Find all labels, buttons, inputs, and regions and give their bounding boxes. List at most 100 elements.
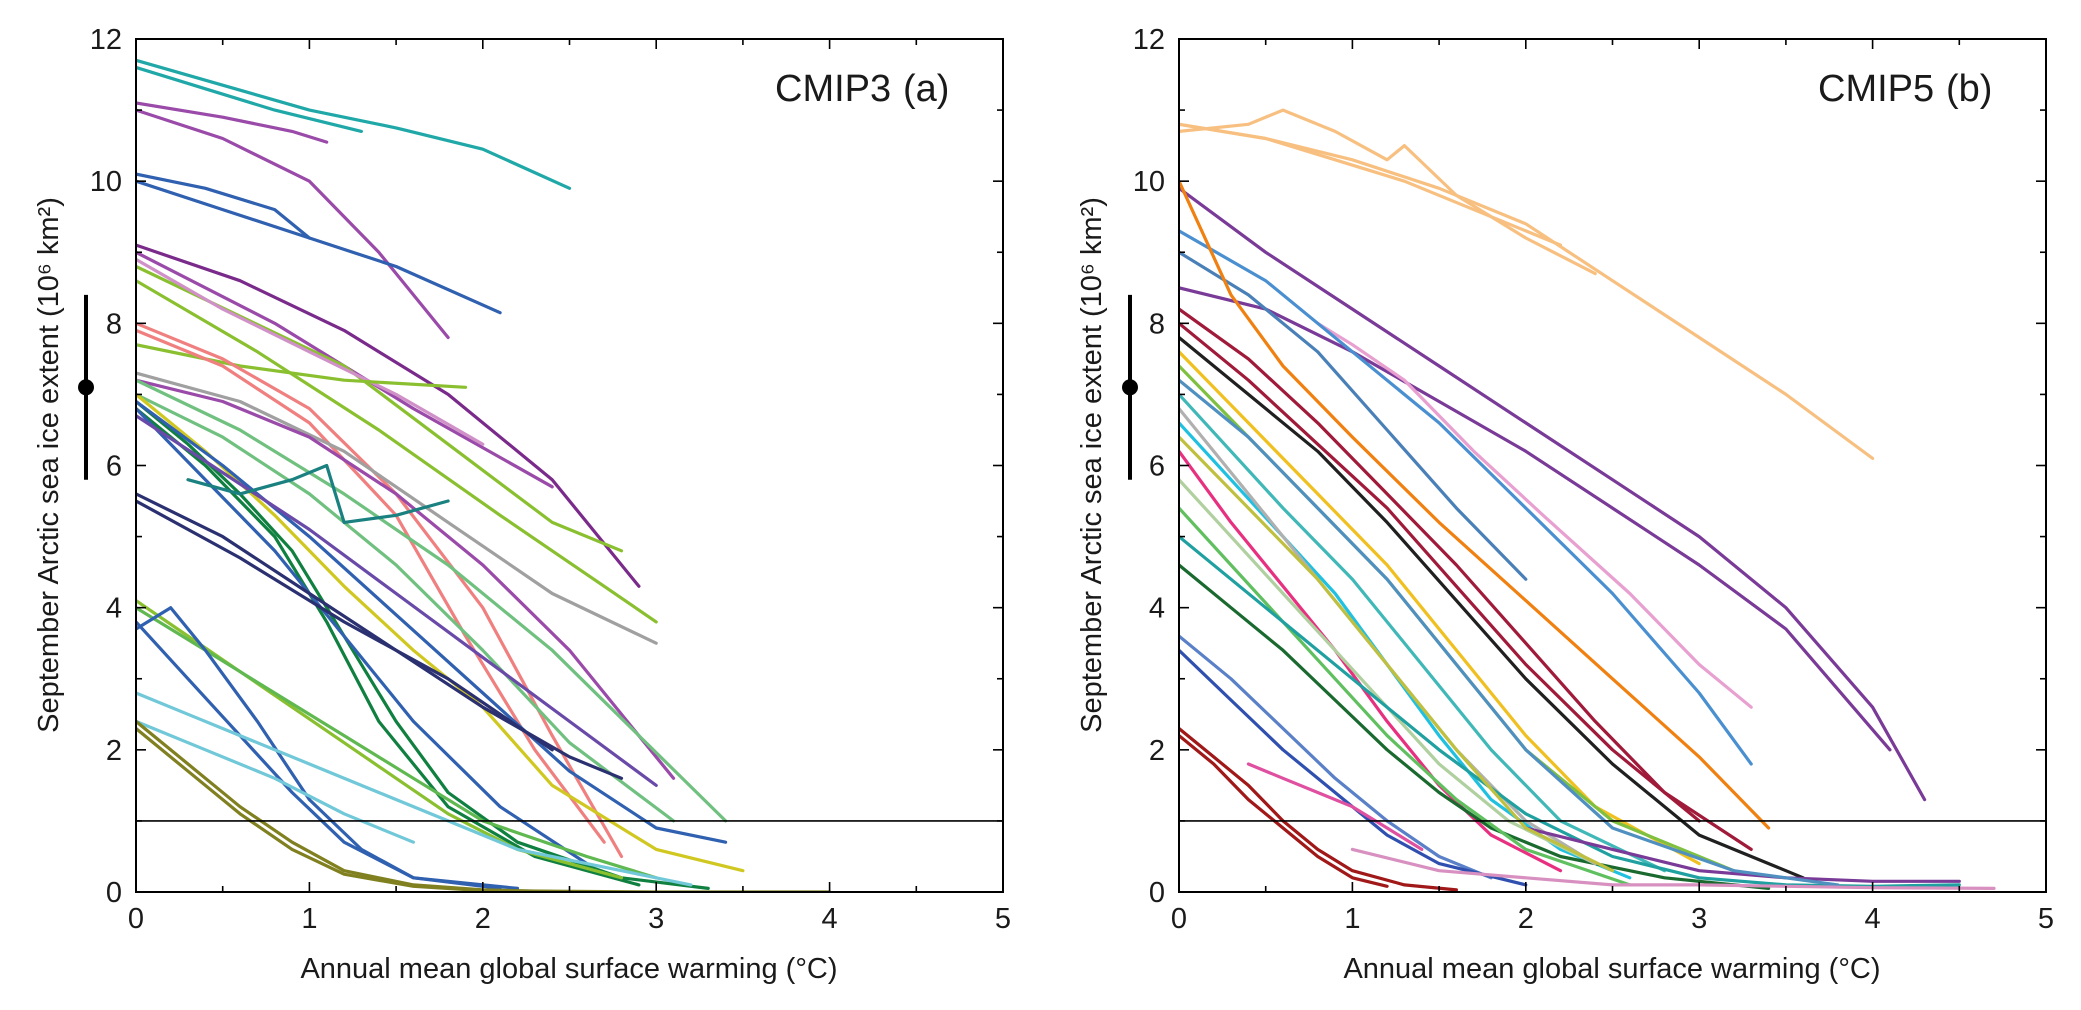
y-tick-label: 0	[1149, 877, 1165, 909]
series-line-26	[1179, 407, 1597, 866]
y-tick-label: 8	[106, 308, 122, 340]
panel-b-y-axis-title-main: September Arctic sea ice extent (10⁶ km²…	[1076, 197, 1108, 733]
panel-a-observed-range	[78, 294, 94, 480]
y-tick-label: 6	[106, 451, 122, 483]
y-tick-label: 10	[1133, 166, 1165, 198]
series-line-9	[1179, 179, 1771, 830]
series-line-32	[136, 691, 693, 887]
observed-mean-dot	[78, 379, 94, 396]
series-line-7	[1179, 229, 1753, 766]
series-line-16	[136, 378, 676, 780]
panel-b-y-axis-title: September Arctic sea ice extent (10⁶ km²…	[1076, 197, 1108, 733]
series-line-24	[1179, 726, 1459, 892]
series-line-17	[136, 378, 728, 823]
y-tick-label: 2	[1149, 735, 1165, 767]
series-line-19	[1179, 506, 1632, 887]
series-line-29	[1179, 378, 1840, 887]
series-line-23	[1246, 762, 1424, 852]
x-tick-label: 3	[1691, 903, 1707, 935]
series-line-3	[1179, 122, 1563, 247]
panel-b-series	[1179, 108, 1996, 892]
series-line-27	[1179, 534, 1961, 888]
y-tick-label: 12	[1133, 24, 1165, 56]
series-line-6	[136, 179, 502, 315]
series-line-30	[1179, 435, 1615, 873]
series-line-20	[136, 399, 710, 891]
panel-b-model-label: CMIP5	[1818, 68, 1934, 110]
series-line-25	[1179, 733, 1389, 888]
series-line-23	[136, 407, 589, 866]
x-tick-label: 5	[2038, 903, 2054, 935]
series-line-30	[136, 606, 520, 891]
series-line-11	[1179, 321, 1701, 823]
y-tick-label: 4	[1149, 593, 1165, 625]
panel-a-model-label: CMIP3	[775, 68, 891, 110]
x-tick-label: 4	[1865, 903, 1881, 935]
y-tick-label: 6	[1149, 451, 1165, 483]
series-line-12	[136, 343, 468, 389]
panel-a-letter-label: (a)	[903, 68, 949, 110]
panel-b-x-axis-title: Annual mean global surface warming (°C)	[1343, 953, 1880, 985]
x-tick-label: 2	[1518, 903, 1534, 935]
series-line-5	[1179, 286, 1892, 752]
series-line-19	[136, 392, 745, 873]
panel-a-y-axis-title-main: September Arctic sea ice extent (10⁶ km²…	[33, 197, 65, 733]
series-line-5	[136, 172, 311, 240]
x-tick-label: 0	[128, 903, 144, 935]
panel-b-observed-range	[1122, 294, 1138, 480]
y-tick-label: 4	[106, 593, 122, 625]
observed-mean-dot	[1122, 379, 1138, 396]
series-line-31	[1350, 847, 1996, 891]
series-line-12	[1179, 335, 1805, 880]
series-line-28	[1524, 826, 1961, 883]
series-line-6	[1316, 321, 1753, 709]
x-tick-label: 3	[648, 903, 664, 935]
series-line-25	[186, 463, 450, 525]
series-line-22	[136, 399, 728, 844]
series-line-21	[1179, 634, 1493, 880]
series-line-33	[136, 719, 415, 844]
series-line-18	[136, 392, 676, 823]
y-tick-label: 8	[1149, 308, 1165, 340]
series-line-1	[1179, 122, 1875, 460]
series-line-1	[136, 58, 572, 190]
series-line-31	[136, 620, 502, 891]
series-line-10	[1179, 307, 1753, 852]
series-line-2	[1179, 108, 1597, 276]
x-tick-label: 5	[995, 903, 1011, 935]
series-line-13	[1179, 350, 1701, 866]
x-tick-label: 2	[475, 903, 491, 935]
series-line-24	[136, 414, 658, 788]
series-line-27	[136, 499, 554, 752]
series-line-2	[136, 65, 363, 133]
x-tick-label: 4	[822, 903, 838, 935]
y-tick-label: 2	[106, 735, 122, 767]
y-tick-label: 10	[90, 166, 122, 198]
x-tick-label: 1	[301, 903, 317, 935]
series-line-10	[136, 257, 485, 446]
series-line-9	[136, 264, 624, 553]
series-line-26	[136, 492, 624, 780]
series-line-8	[1179, 250, 1528, 581]
series-line-18	[1179, 563, 1771, 891]
series-line-3	[136, 101, 329, 144]
y-tick-label: 12	[90, 24, 122, 56]
series-line-7	[136, 243, 641, 588]
x-tick-label: 1	[1344, 903, 1360, 935]
panel-a-x-axis-title: Annual mean global surface warming (°C)	[300, 953, 837, 985]
series-line-4	[1179, 186, 1927, 802]
series-line-11	[136, 279, 658, 624]
series-line-15	[1179, 392, 1667, 873]
y-tick-label: 0	[106, 877, 122, 909]
series-line-29	[136, 606, 658, 880]
series-line-4	[136, 108, 450, 340]
panel-a-y-axis-title: September Arctic sea ice extent (10⁶ km²…	[33, 197, 65, 733]
panel-b-letter-label: (b)	[1946, 68, 1992, 110]
series-line-20	[1179, 478, 1597, 866]
